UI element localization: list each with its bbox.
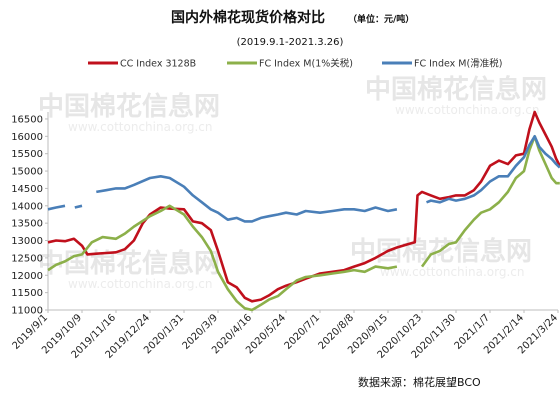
y-tick-label: 11000 bbox=[11, 306, 43, 317]
watermark-text: 中国棉花信息网 bbox=[38, 91, 220, 122]
y-tick-label: 16000 bbox=[11, 132, 43, 143]
legend-label: FC Index M(1%关税) bbox=[259, 58, 353, 70]
series-line bbox=[47, 135, 560, 312]
legend-label: FC Index M(滑准税) bbox=[414, 58, 502, 70]
y-tick-label: 13000 bbox=[11, 236, 43, 247]
y-tick-label: 12500 bbox=[11, 253, 43, 264]
watermark-layer: 中国棉花信息网www.cottonchina.org.cn中国棉花信息网www.… bbox=[38, 74, 547, 291]
series-layer bbox=[47, 110, 560, 312]
watermark-url: www.cottonchina.org.cn bbox=[68, 120, 212, 134]
y-tick-label: 16500 bbox=[11, 114, 43, 125]
y-tick-label: 15000 bbox=[11, 167, 43, 178]
watermark-url: www.cottonchina.org.cn bbox=[395, 103, 539, 117]
chart-title: 国内外棉花现货价格对比 bbox=[171, 9, 325, 26]
y-tick-label: 12000 bbox=[11, 271, 43, 282]
x-tick-label: 2020/7/1 bbox=[283, 312, 323, 352]
x-ticks: 2019/9/12019/10/92019/11/162019/12/24202… bbox=[11, 310, 560, 361]
unit-note: （单位：元/吨） bbox=[348, 13, 414, 25]
y-tick-label: 15500 bbox=[11, 149, 43, 160]
watermark-text: 中国棉花信息网 bbox=[38, 248, 220, 279]
y-ticks: 11000 11500 12000 12500 13000 13500 14000 14500… bbox=[11, 114, 48, 317]
legend-label: CC Index 3128B bbox=[120, 59, 196, 70]
series-line bbox=[47, 110, 560, 303]
chart-subtitle: (2019.9.1-2021.3.26) bbox=[237, 37, 344, 48]
watermark-url: www.cottonchina.org.cn bbox=[68, 277, 212, 291]
source-note: 数据来源：棉花展望BCO bbox=[358, 375, 481, 389]
y-tick-label: 14500 bbox=[11, 184, 43, 195]
watermark-text: 中国棉花信息网 bbox=[365, 74, 547, 105]
watermark-url: www.cottonchina.org.cn bbox=[380, 265, 524, 279]
legend: CC Index 3128B FC Index M(1%关税) FC Index M… bbox=[88, 58, 502, 70]
y-tick-label: 13500 bbox=[11, 219, 43, 230]
y-tick-label: 11500 bbox=[11, 288, 43, 299]
y-tick-label: 14000 bbox=[11, 201, 43, 212]
series-line bbox=[47, 135, 560, 223]
